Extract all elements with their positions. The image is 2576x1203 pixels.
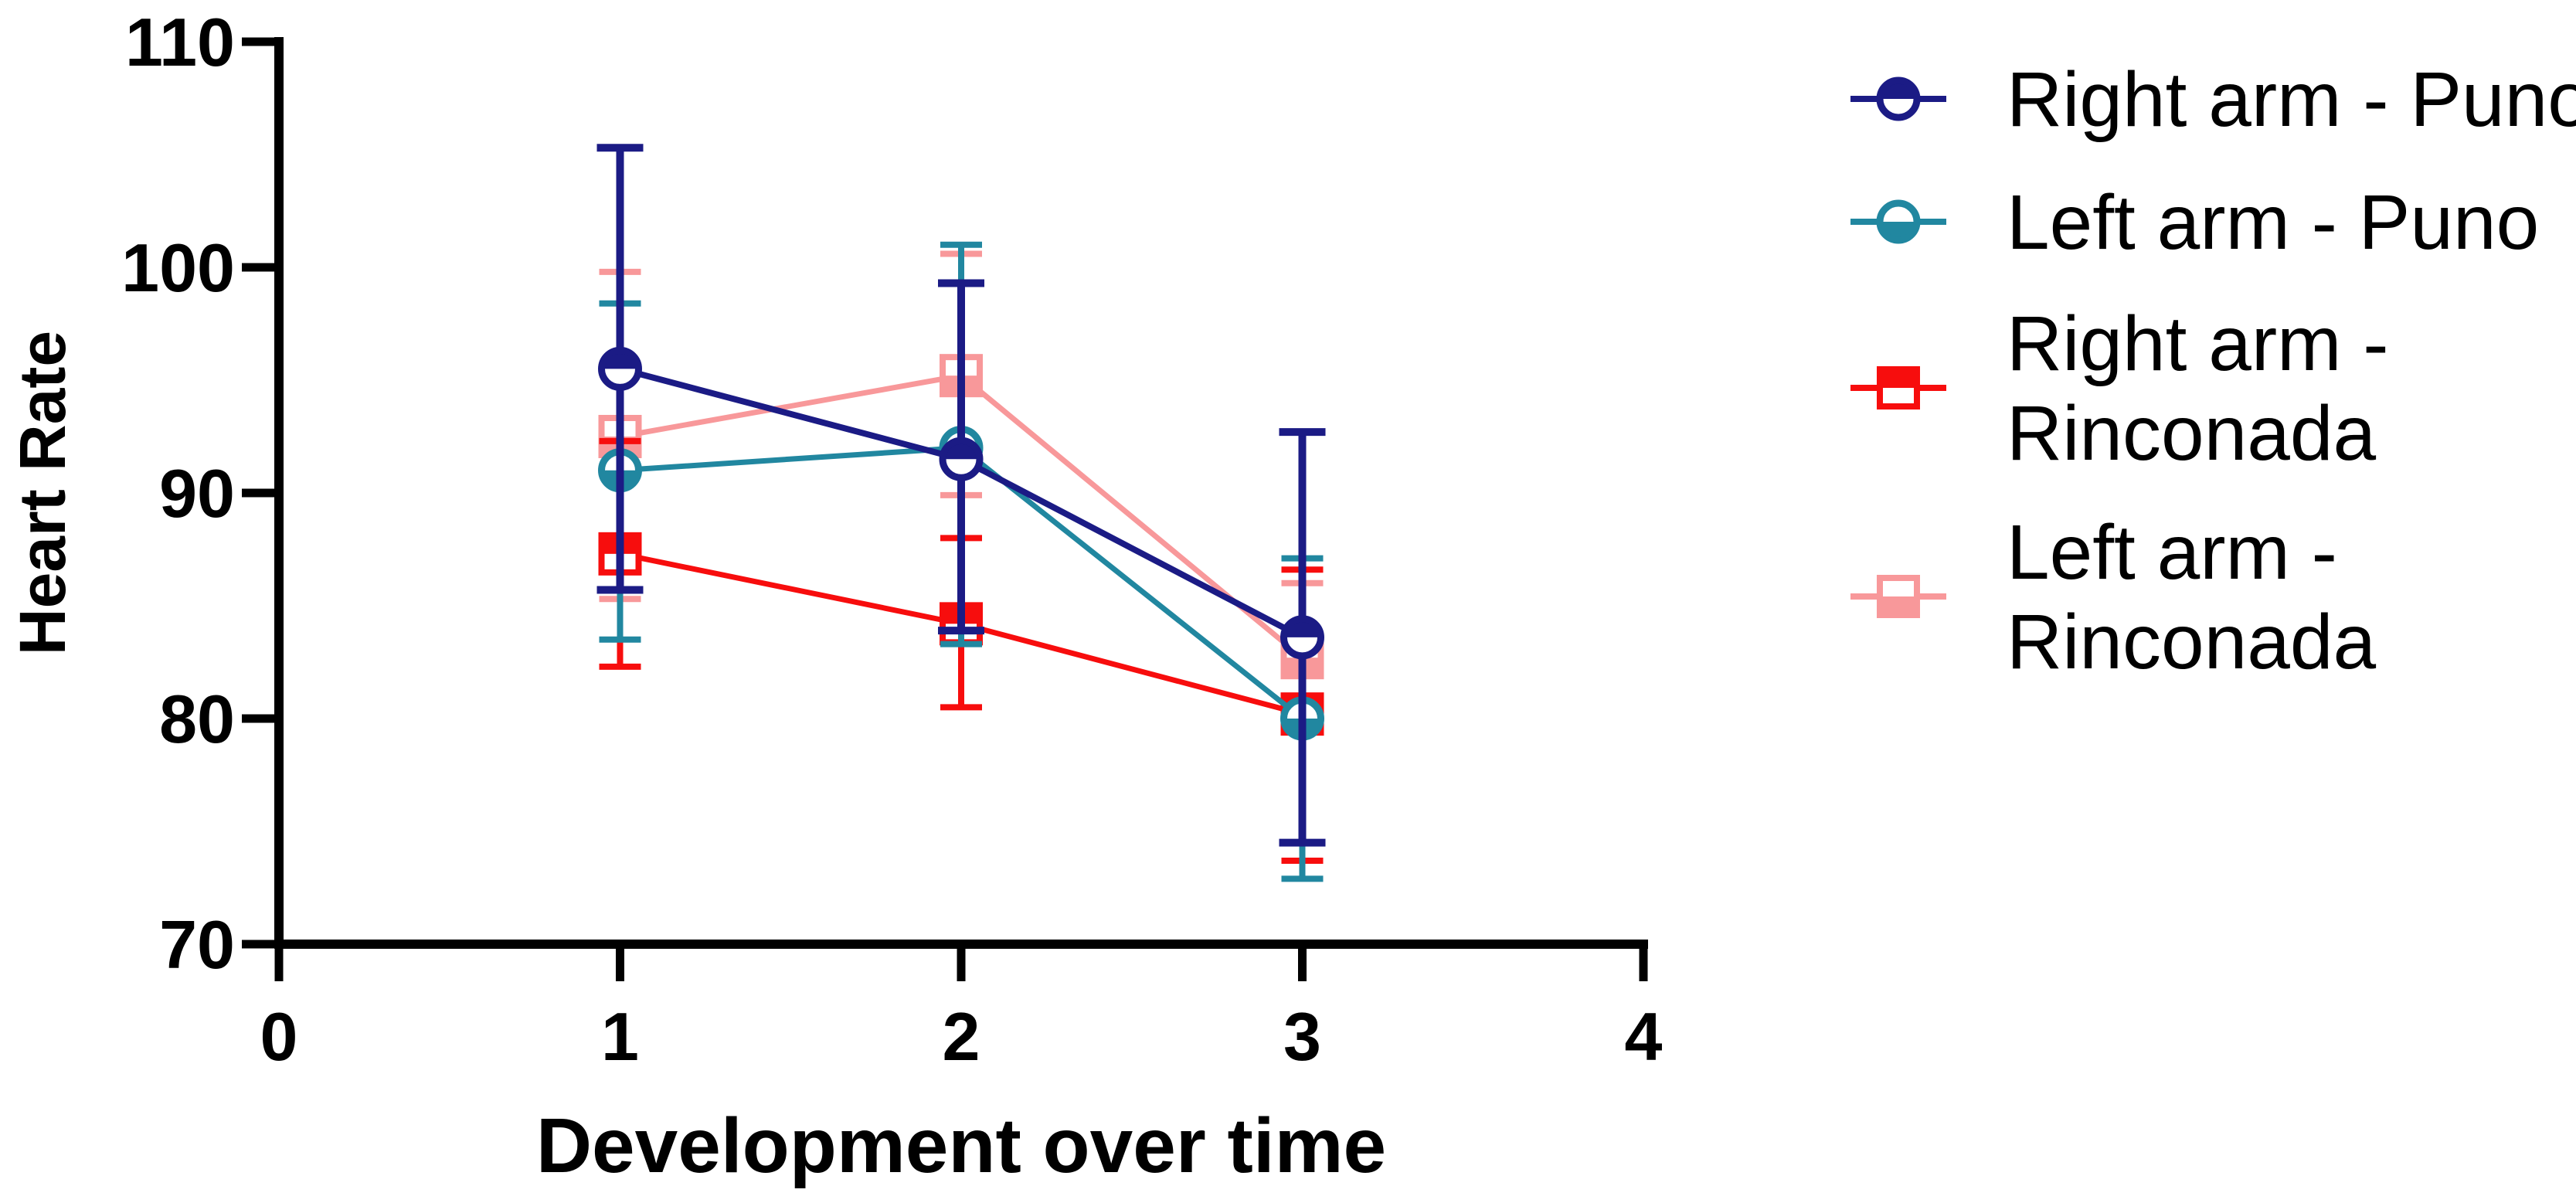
y-tick-label-90: 90 (159, 455, 235, 532)
series-right-arm-puno-marker-x1 (598, 346, 642, 391)
legend: Right arm - Puno Left arm - Puno Right arm… (1850, 56, 2576, 685)
series-right-arm-puno-marker-x3 (1280, 615, 1324, 660)
legend-label-left-arm-puno-line1: Left arm - Puno (2007, 179, 2539, 266)
tick-labels: 70 80 90 100 110 0 1 2 3 4 (121, 4, 1662, 1075)
marker-outline (598, 346, 642, 391)
legend-label-right-arm-puno-line1: Right arm - Puno (2007, 56, 2576, 143)
legend-label-right-arm-rinconada-line2: Rinconada (2007, 390, 2377, 477)
y-tick-label-110: 110 (125, 4, 235, 80)
y-tick-label-100: 100 (121, 229, 235, 306)
legend-marker-right-arm-rinconada (1877, 366, 1920, 409)
marker-outline (1877, 575, 1920, 618)
legend-marker-left-arm-puno (1876, 199, 1921, 244)
x-tick-label-3: 3 (1283, 998, 1321, 1075)
x-tick-label-1: 1 (601, 998, 639, 1075)
y-tick-label-70: 70 (159, 906, 235, 983)
series-right-arm-puno-marker-x2 (939, 437, 984, 481)
marker-outline (1280, 615, 1324, 660)
axes (242, 37, 1648, 981)
legend-marker-left-arm-rinconada (1877, 575, 1920, 618)
x-axis-title: Development over time (536, 1103, 1386, 1189)
legend-label-left-arm-rinconada-line1: Left arm - (2007, 509, 2337, 596)
marker-outline (939, 437, 984, 481)
legend-item-right-arm-rinconada: Right arm -Rinconada (1850, 301, 2389, 477)
legend-item-left-arm-puno: Left arm - Puno (1850, 179, 2539, 266)
legend-item-left-arm-rinconada: Left arm -Rinconada (1850, 509, 2377, 685)
x-tick-label-0: 0 (260, 998, 298, 1075)
x-tick-label-4: 4 (1625, 998, 1663, 1075)
series-right-arm-puno (596, 144, 1326, 847)
marker-outline (1876, 199, 1921, 244)
legend-item-right-arm-puno: Right arm - Puno (1850, 56, 2576, 143)
legend-marker-right-arm-puno (1876, 76, 1921, 121)
marker-outline (1876, 76, 1921, 121)
y-tick-label-80: 80 (159, 681, 235, 757)
legend-label-left-arm-rinconada-line2: Rinconada (2007, 599, 2377, 685)
legend-label-right-arm-rinconada-line1: Right arm - (2007, 301, 2389, 387)
marker-outline (1877, 366, 1920, 409)
x-tick-label-2: 2 (943, 998, 980, 1075)
series-layer (596, 144, 1326, 882)
y-axis-title: Heart Rate (6, 331, 79, 655)
